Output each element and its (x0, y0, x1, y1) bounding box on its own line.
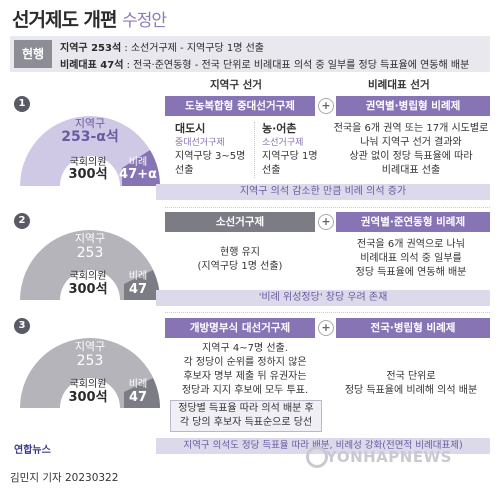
plan-2-prop-seat-label: 비례 (128, 271, 148, 282)
plan-2-district-seats: 253 (76, 245, 104, 261)
plan-3-district-desc-1: 지역구 4~7명 선출. (202, 343, 288, 354)
plan-1-rural-desc-1: 지역구당 1명 (262, 151, 318, 162)
plan-3-plus-icon: + (318, 320, 334, 336)
plan-2-district-desc-1: 현행 유지 (220, 247, 260, 258)
plan-2-prop-desc-1: 전국을 6개 권역으로 나눠 (357, 239, 465, 250)
plan-2-prop-seats: 47 (128, 282, 148, 297)
plan-1-prop-desc-2: 나눠 지역구 선거 결과와 (360, 137, 462, 148)
column-header-proportional: 비례대표 선거 (368, 79, 430, 91)
plan-2-number: 2 (14, 213, 30, 229)
plan-2-seat-gauge (20, 230, 160, 300)
title-main: 선거제도 개편 (12, 9, 117, 31)
current-line-2-rest: : 전국·준연동형 - 전국 단위로 비례대표 의석 중 일부를 정당 득표율에… (123, 60, 470, 71)
plan-3-total-seats: 300석 (68, 390, 108, 405)
yonhap-logo: 연합뉴스 (14, 445, 51, 456)
plan-3-district-seats: 253 (76, 353, 104, 369)
plan-2-prop-desc-3: 정당 득표율에 연동해 배분 (355, 267, 467, 278)
plan-1-urban-sub: 중대선거구제 (175, 138, 225, 148)
current-line-2: 비례대표 47석 : 전국·준연동형 - 전국 단위로 비례대표 의석 중 일부… (60, 56, 469, 71)
current-line-2-bold: 비례대표 47석 (60, 60, 124, 71)
plan-1-prop-desc-3: 상관 없이 정당 득표율에 따라 (349, 151, 473, 162)
plan-3-total-label: 국회의원 (69, 379, 107, 390)
plan-1-prop-desc-4: 비례대표 선출 (381, 165, 441, 176)
plan-1-separator (165, 207, 490, 208)
current-line-1-rest: : 소선거구제 - 지역구당 1명 선출 (121, 43, 264, 54)
plan-3-number: 3 (14, 318, 30, 334)
plan-1-urban-desc-1: 지역구당 3~5명 (175, 151, 246, 162)
plan-1-urban-desc-2: 선출 (175, 165, 194, 176)
plan-3-district-desc-6: 각 당의 후보자 득표순으로 당선 (179, 417, 313, 428)
plan-3-district-desc-4: 정당과 지지 후보에 모두 투표. (181, 385, 309, 396)
plan-1-rural-title: 농·어촌 (262, 122, 297, 135)
plan-2-district-desc-2: (지역구당 1명 선출) (197, 261, 283, 272)
plan-3-note: 지역구 의석도 정당 득표율 따라 배분, 비례성 강화(전면적 비례대표제) (156, 438, 490, 454)
plan-1-seat-gauge (20, 116, 160, 186)
author-date: 김민지 기자 20230322 (10, 472, 119, 484)
plan-1-note: 지역구 의석 감소한 만큼 비례 의석 증가 (156, 184, 490, 200)
title-sub: 수정안 (122, 11, 167, 31)
plan-3-district-bar: 개방명부식 대선거구제 (165, 318, 315, 338)
plan-1-total-seats: 300석 (68, 167, 108, 182)
plan-3-district-desc-3: 후보자 명부 제출 뒤 유권자는 (183, 371, 307, 382)
plan-3-prop-seat-label: 비례 (128, 379, 148, 390)
plan-3-district-box: 정당별 득표율 따라 의석 배분 후 각 당의 후보자 득표순으로 당선 (170, 400, 322, 432)
plan-1-prop-bar: 권역별·병립형 비례제 (336, 96, 490, 116)
current-system-box: 현행 지역구 253석 : 소선거구제 - 지역구당 1명 선출 비례대표 47… (10, 36, 490, 72)
current-tag: 현행 (14, 40, 52, 68)
plan-1-plus-icon: + (318, 98, 334, 114)
plan-2-plus-icon: + (318, 214, 334, 230)
plan-3-prop-bar: 전국·병립형 비례제 (336, 318, 490, 338)
plan-3-district-desc-5: 정당별 득표율 따라 의석 배분 후 (178, 403, 314, 414)
plan-1-prop-seats: 47+α (119, 167, 157, 182)
plan-1-prop-seat-label: 비례 (128, 157, 148, 168)
column-header-district: 지역구 선거 (210, 79, 262, 91)
plan-1-urban-title: 대도시 (175, 122, 206, 135)
plan-1-prop-desc-1: 전국을 6개 권역 또는 17개 시도별로 (333, 123, 489, 134)
plan-1-district-seat-label: 지역구 (74, 117, 106, 130)
plan-2-district-bar: 소선거구제 (165, 212, 315, 232)
plan-2-separator (165, 312, 490, 313)
current-line-1: 지역구 253석 : 소선거구제 - 지역구당 1명 선출 (60, 39, 264, 54)
plan-1-district-seats: 253-α석 (61, 129, 119, 145)
plan-2-prop-desc-2: 비례대표 의석 중 일부를 (360, 253, 462, 264)
plan-1-total-label: 국회의원 (69, 157, 107, 168)
page-title: 선거제도 개편 수정안 (12, 5, 167, 32)
plan-3-district-desc-2: 각 정당이 순위를 정하지 않은 (183, 357, 307, 368)
current-line-1-bold: 지역구 253석 (60, 43, 122, 54)
plan-2-total-label: 국회의원 (69, 271, 107, 282)
watermark-icon (306, 446, 328, 468)
plan-3-prop-desc-2: 정당 득표율에 비례해 의석 배분 (344, 385, 478, 396)
plan-3-seat-gauge (20, 338, 160, 408)
plan-1-district-bar: 도농복합형 중대선거구제 (165, 96, 315, 116)
plan-1-rural-desc-2: 선출 (262, 165, 281, 176)
plan-1-number: 1 (14, 96, 30, 112)
plan-3-prop-desc-1: 전국 단위로 (386, 371, 436, 382)
watermark: YONHAPNEWS (326, 448, 452, 466)
plan-2-total-seats: 300석 (68, 282, 108, 297)
plan-2-prop-bar: 권역별·준연동형 비례제 (336, 212, 490, 232)
plan-2-note: '비례 위성정당' 창당 우려 존재 (156, 290, 490, 306)
plan-1-rural-sub: 소선거구제 (262, 138, 304, 148)
plan-1-divider (254, 122, 255, 178)
plan-3-district-seat-label: 지역구 (74, 340, 106, 353)
plan-3-prop-seats: 47 (128, 390, 148, 405)
plan-2-district-seat-label: 지역구 (74, 232, 106, 245)
